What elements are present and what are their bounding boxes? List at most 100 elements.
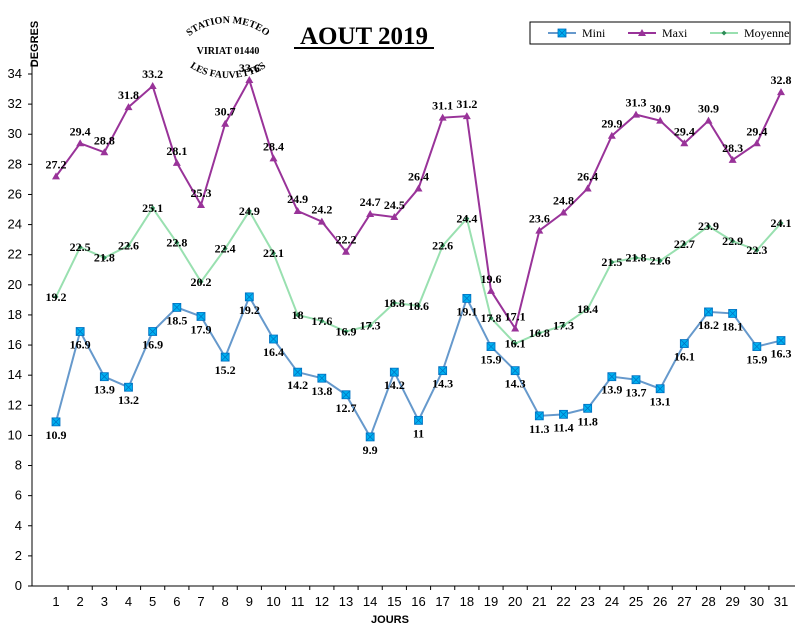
data-point-mini-cross-b xyxy=(75,327,85,336)
data-label-mini: 14.3 xyxy=(505,377,526,391)
data-label-maxi: 33.2 xyxy=(142,67,163,81)
data-point-moyenne xyxy=(198,279,204,285)
data-label-mini: 19.1 xyxy=(456,304,477,318)
data-point-mini-cross-b xyxy=(245,292,254,302)
data-label-maxi: 29.4 xyxy=(746,124,767,138)
data-point-mini-cross-b xyxy=(414,416,423,425)
data-point-maxi xyxy=(511,324,520,332)
data-label-mini: 11.8 xyxy=(577,414,597,428)
data-label-mini: 16.9 xyxy=(142,338,163,352)
y-tick-label: 20 xyxy=(8,277,22,292)
data-label-moyenne: 18.4 xyxy=(577,302,598,316)
data-label-maxi: 29.9 xyxy=(601,117,622,131)
data-point-moyenne xyxy=(464,216,470,222)
data-point-mini-cross-b xyxy=(462,294,472,303)
data-label-mini: 12.7 xyxy=(336,401,357,415)
data-point-mini-cross-b xyxy=(752,342,762,351)
x-axis-title: JOURS xyxy=(371,614,409,626)
data-point-maxi xyxy=(462,112,471,120)
data-point-moyenne xyxy=(246,208,252,214)
data-label-mini: 13.9 xyxy=(94,383,115,397)
x-tick-label: 3 xyxy=(101,594,108,609)
data-label-mini: 17.9 xyxy=(191,322,212,336)
data-point-maxi xyxy=(197,201,205,209)
data-point-maxi xyxy=(487,286,495,294)
data-point-moyenne xyxy=(343,329,349,335)
data-label-maxi: 22.2 xyxy=(336,233,357,247)
x-tick-label: 14 xyxy=(363,594,377,609)
data-point-mini-cross-b xyxy=(51,417,61,427)
data-point-moyenne xyxy=(488,315,494,321)
data-point-mini-cross-b xyxy=(172,303,182,312)
data-label-maxi: 24.7 xyxy=(360,195,381,209)
data-label-maxi: 24.9 xyxy=(287,192,308,206)
data-label-maxi: 25.3 xyxy=(191,186,212,200)
x-tick-label: 6 xyxy=(173,594,180,609)
data-label-maxi: 27.2 xyxy=(46,157,67,171)
data-point-moyenne xyxy=(150,205,156,211)
data-label-mini: 13.8 xyxy=(311,384,332,398)
data-point-maxi xyxy=(52,172,60,180)
data-point-maxi xyxy=(704,116,713,124)
x-tick-label: 19 xyxy=(484,594,498,609)
data-point-mini-cross-b xyxy=(680,339,689,348)
data-label-maxi: 31.1 xyxy=(432,99,453,113)
y-tick-label: 32 xyxy=(8,96,22,111)
y-tick-label: 26 xyxy=(8,186,22,201)
y-tick-label: 8 xyxy=(15,458,22,473)
x-tick-label: 8 xyxy=(222,594,229,609)
data-label-moyenne: 22.8 xyxy=(166,236,187,250)
data-label-moyenne: 22.5 xyxy=(70,240,91,254)
data-point-moyenne xyxy=(101,255,107,261)
data-label-mini: 14.3 xyxy=(432,377,453,391)
data-label-moyenne: 21.8 xyxy=(94,251,115,265)
data-label-maxi: 28.4 xyxy=(263,139,284,153)
y-tick-label: 6 xyxy=(15,488,22,503)
x-tick-label: 23 xyxy=(580,594,594,609)
data-point-maxi xyxy=(124,103,133,111)
x-tick-label: 10 xyxy=(266,594,280,609)
data-point-mini-cross-b xyxy=(583,404,592,413)
data-label-moyenne: 24.9 xyxy=(239,204,260,218)
data-label-mini: 16.4 xyxy=(263,345,284,359)
data-label-maxi: 23.6 xyxy=(529,212,550,226)
data-point-maxi xyxy=(559,208,568,216)
data-point-maxi xyxy=(438,113,447,121)
x-tick-label: 17 xyxy=(435,594,449,609)
data-label-mini: 15.2 xyxy=(215,363,236,377)
x-tick-label: 15 xyxy=(387,594,401,609)
data-label-moyenne: 22.1 xyxy=(263,246,284,260)
data-point-mini-cross-b xyxy=(486,342,496,351)
data-point-mini-cross-b xyxy=(124,382,133,392)
data-label-mini: 13.2 xyxy=(118,393,139,407)
data-point-mini-cross-b xyxy=(341,390,351,400)
data-point-moyenne xyxy=(295,312,301,318)
data-label-moyenne: 19.2 xyxy=(46,290,67,304)
data-point-moyenne xyxy=(440,243,446,249)
data-label-maxi: 32.8 xyxy=(771,73,792,87)
legend-box xyxy=(529,21,791,45)
x-tick-label: 31 xyxy=(774,594,788,609)
data-point-mini-cross-b xyxy=(510,366,520,375)
series-layer xyxy=(51,76,786,442)
x-tick-label: 4 xyxy=(125,594,132,609)
data-point-maxi xyxy=(777,88,785,96)
data-label-moyenne: 22.4 xyxy=(215,242,236,256)
data-label-moyenne: 16.9 xyxy=(336,325,357,339)
data-point-maxi xyxy=(245,76,254,84)
data-label-mini: 13.9 xyxy=(601,383,622,397)
data-point-moyenne xyxy=(319,318,325,324)
data-point-mini-cross-b xyxy=(390,367,399,377)
data-label-moyenne: 17.8 xyxy=(481,311,502,325)
data-point-moyenne xyxy=(681,241,687,247)
data-label-maxi: 19.6 xyxy=(481,272,502,286)
data-point-mini-cross-b xyxy=(269,334,278,344)
data-point-mini-cross-b xyxy=(607,372,617,381)
data-point-moyenne xyxy=(754,247,760,253)
data-point-maxi xyxy=(680,139,689,147)
data-label-moyenne: 17.6 xyxy=(311,314,332,328)
x-tick-label: 5 xyxy=(149,594,156,609)
data-label-mini: 18.5 xyxy=(166,313,187,327)
data-label-maxi: 28.1 xyxy=(166,144,187,158)
x-tick-label: 20 xyxy=(508,594,522,609)
